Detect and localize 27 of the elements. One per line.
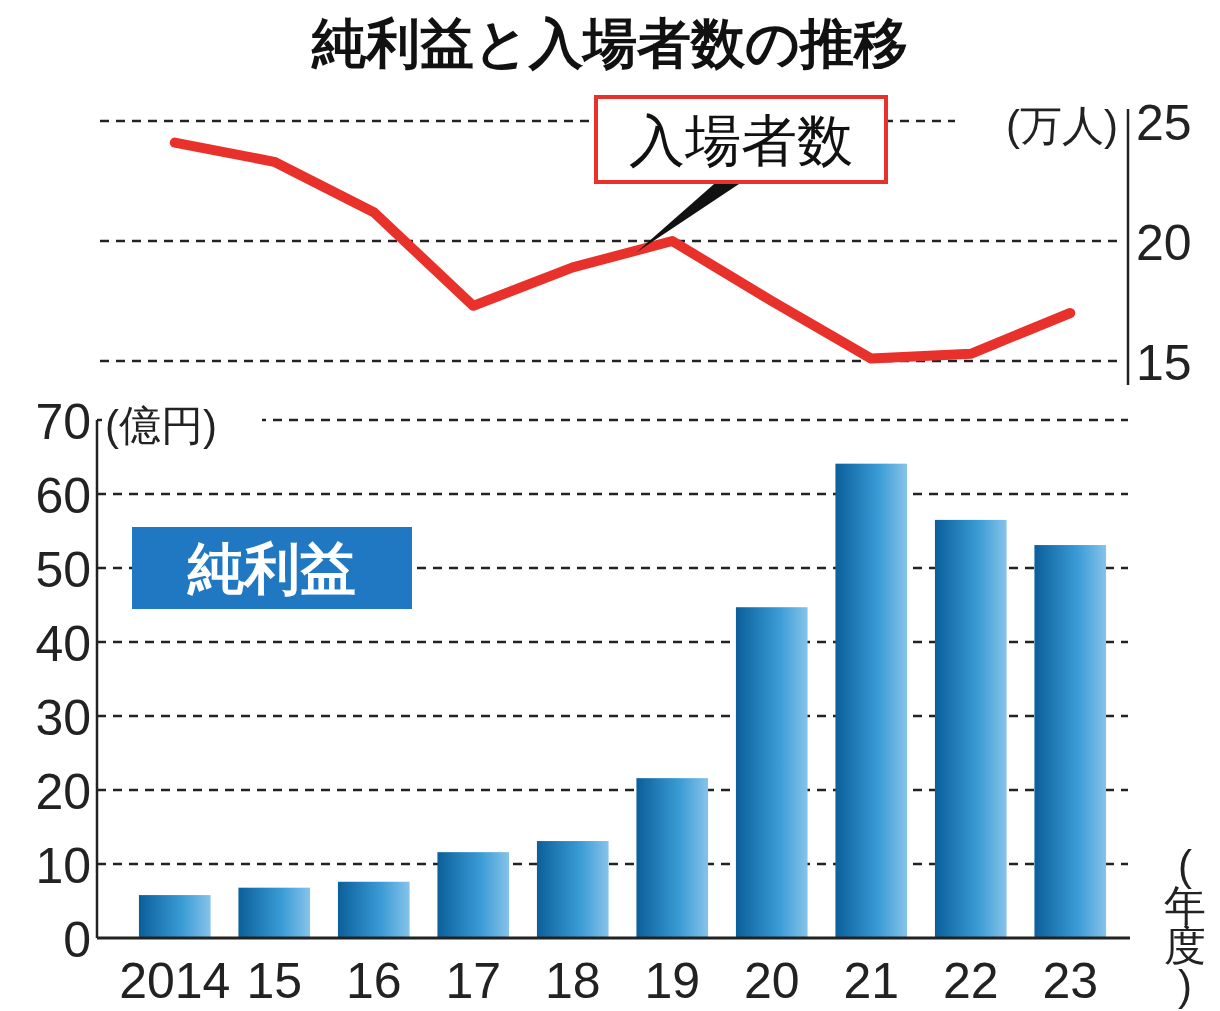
y-tick-label: 10	[35, 838, 91, 894]
y-tick-label: 15	[1136, 335, 1192, 391]
y-tick-label: 20	[1136, 215, 1192, 271]
y-tick-label: 60	[35, 468, 91, 524]
chart-title: 純利益と入場者数の推移	[311, 13, 908, 73]
y-tick-label: 30	[35, 690, 91, 746]
text: 純利益	[187, 537, 356, 600]
y-tick-label: 50	[35, 542, 91, 598]
x-tick-label: 17	[445, 953, 502, 1009]
y-tick-label: 0	[63, 912, 91, 968]
y-axis-title: (万人)	[1006, 102, 1118, 149]
x-tick-label: 20	[743, 953, 800, 1009]
x-axis-title: (年度)	[1164, 842, 1206, 1009]
x-tick-label: 2014	[119, 953, 231, 1009]
x-tick-label: 23	[1042, 953, 1099, 1009]
x-tick-label: 19	[644, 953, 701, 1009]
y-axis-title: (億円)	[105, 402, 217, 449]
y-tick-label: 40	[35, 616, 91, 672]
x-tick-label: 18	[544, 953, 601, 1009]
y-tick-label: 25	[1136, 95, 1192, 151]
x-tick-label: 21	[843, 953, 900, 1009]
x-tick-label: 22	[942, 953, 999, 1009]
series-label: 入場者数	[629, 109, 853, 172]
y-tick-label: 70	[35, 394, 91, 450]
y-tick-label: 20	[35, 764, 91, 820]
x-tick-label: 16	[345, 953, 402, 1009]
x-tick-label: 15	[246, 953, 303, 1009]
